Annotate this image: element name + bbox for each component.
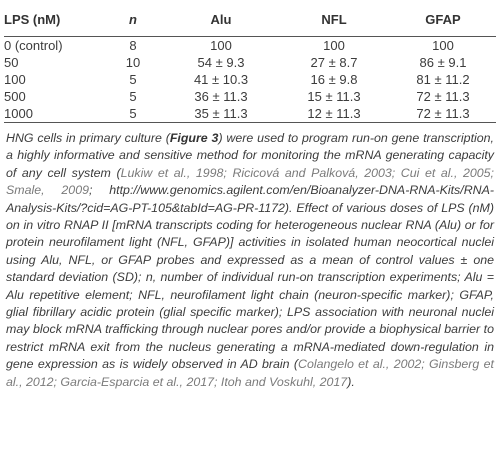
cell-alu: 35 ± 11.3 [164, 105, 278, 123]
header-alu: Alu [164, 2, 278, 37]
header-lps: LPS (nM) [4, 2, 102, 37]
cell-lps: 1000 [4, 105, 102, 123]
cell-nfl: 12 ± 11.3 [278, 105, 390, 123]
header-gfap: GFAP [390, 2, 496, 37]
cell-lps: 0 (control) [4, 38, 63, 53]
cell-gfap: 86 ± 9.1 [419, 55, 467, 70]
table-caption: HNG cells in primary culture (Figure 3) … [6, 130, 494, 391]
caption-text: ) were used to program run-on gene trans… [6, 131, 494, 180]
table-header: LPS (nM) n Alu NFL GFAP [4, 2, 496, 37]
cell-n: 5 [129, 89, 137, 104]
cell-gfap: 100 [432, 38, 454, 53]
cell-nfl: 100 [323, 38, 345, 53]
cell-nfl: 16 ± 9.8 [310, 72, 358, 87]
figure-link[interactable]: Figure 3 [169, 131, 219, 145]
cell-nfl: 15 ± 11.3 [307, 89, 361, 104]
lps-results-table: LPS (nM) n Alu NFL GFAP 0 (control) 8 10… [4, 2, 496, 123]
cell-lps: 500 [4, 89, 26, 104]
cell-lps: 100 [4, 72, 26, 87]
caption-text: HNG cells in primary culture ( [6, 131, 170, 145]
table-body: 0 (control) 8 100 100 100 50 10 54 ± 9.3… [4, 37, 496, 123]
header-row: LPS (nM) n Alu NFL GFAP [4, 2, 496, 37]
citation-link[interactable]: Lukiw et al., 1998; Ricicová and Palková… [6, 165, 494, 198]
table-row: 100 5 41 ± 10.3 16 ± 9.8 81 ± 11.2 [4, 71, 496, 88]
cell-gfap: 81 ± 11.2 [416, 72, 470, 87]
header-n: n [102, 2, 164, 37]
caption-text: ). [347, 374, 355, 389]
citation-link[interactable]: Colangelo et al., 2002; Ginsberg et al.,… [6, 357, 494, 389]
header-nfl: NFL [278, 2, 390, 37]
table-row: 0 (control) 8 100 100 100 [4, 37, 496, 55]
table-row: 50 10 54 ± 9.3 27 ± 8.7 86 ± 9.1 [4, 54, 496, 71]
cell-gfap: 72 ± 11.3 [416, 89, 470, 104]
cell-n: 5 [129, 72, 137, 87]
cell-alu: 36 ± 11.3 [194, 89, 248, 104]
table-row: 500 5 36 ± 11.3 15 ± 11.3 72 ± 11.3 [4, 88, 496, 105]
cell-alu: 100 [210, 38, 232, 53]
cell-n: 8 [129, 38, 137, 53]
cell-n: 10 [125, 55, 141, 70]
cell-gfap: 72 ± 11.3 [390, 105, 496, 123]
table-row: 1000 5 35 ± 11.3 12 ± 11.3 72 ± 11.3 [4, 105, 496, 123]
cell-alu: 54 ± 9.3 [197, 55, 245, 70]
cell-nfl: 27 ± 8.7 [310, 55, 358, 70]
cell-lps: 50 [4, 55, 19, 70]
cell-alu: 41 ± 10.3 [193, 72, 249, 87]
caption-text: ; http://www.genomics.agilent.com/en/Bio… [6, 183, 494, 372]
cell-n: 5 [102, 105, 164, 123]
